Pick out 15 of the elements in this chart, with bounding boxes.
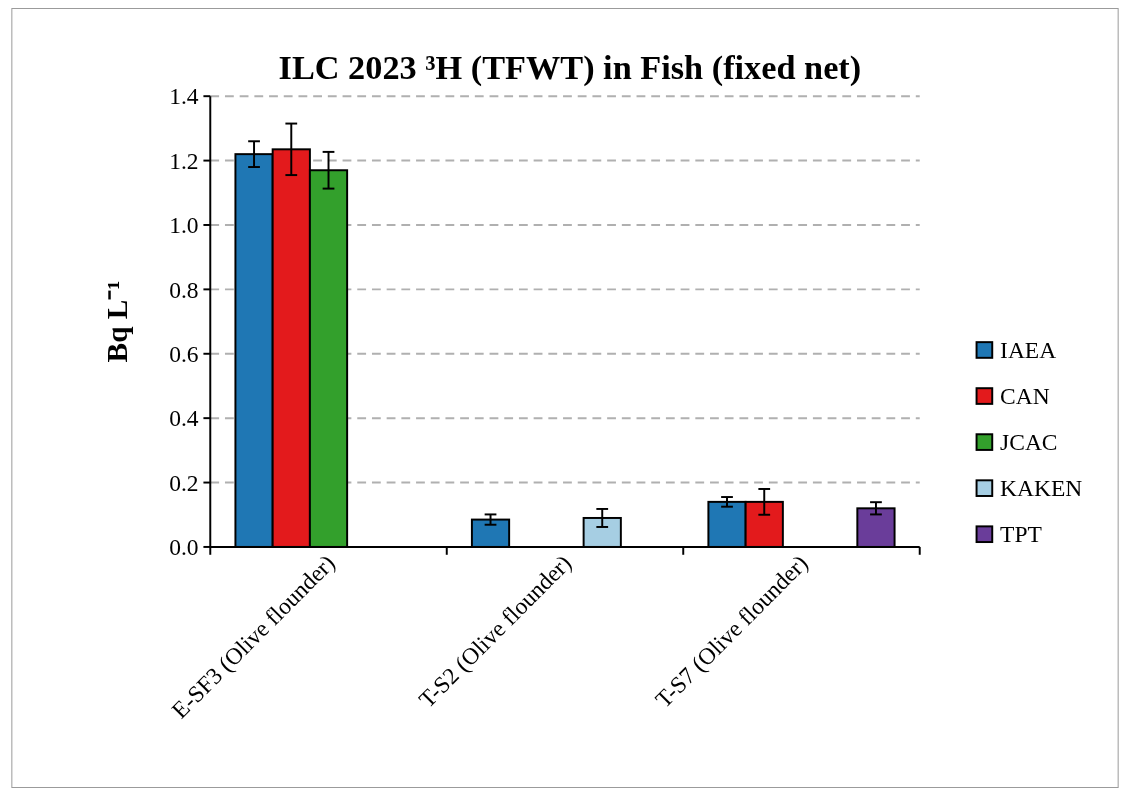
y-tick-label: 0.2 [169, 469, 199, 496]
legend-label: KAKEN [1000, 475, 1083, 502]
y-tick-label: 0.6 [169, 341, 199, 367]
y-tick-label: 0.8 [169, 276, 199, 303]
legend-label: TPT [1000, 521, 1042, 548]
y-axis-title: Bq L⁻¹ [100, 280, 133, 363]
chart-title: ILC 2023 ³H (TFWT) in Fish (fixed net) [278, 47, 862, 87]
y-tick-label: 1.2 [169, 147, 199, 174]
y-tick-label: 1.4 [169, 83, 199, 110]
legend-label: CAN [1000, 383, 1050, 410]
legend-label: IAEA [1000, 337, 1057, 364]
y-tick-label: 0.0 [169, 534, 199, 561]
y-tick-label: 1.0 [169, 212, 199, 239]
y-tick-label: 0.4 [169, 405, 199, 432]
legend-label: JCAC [1000, 429, 1058, 456]
